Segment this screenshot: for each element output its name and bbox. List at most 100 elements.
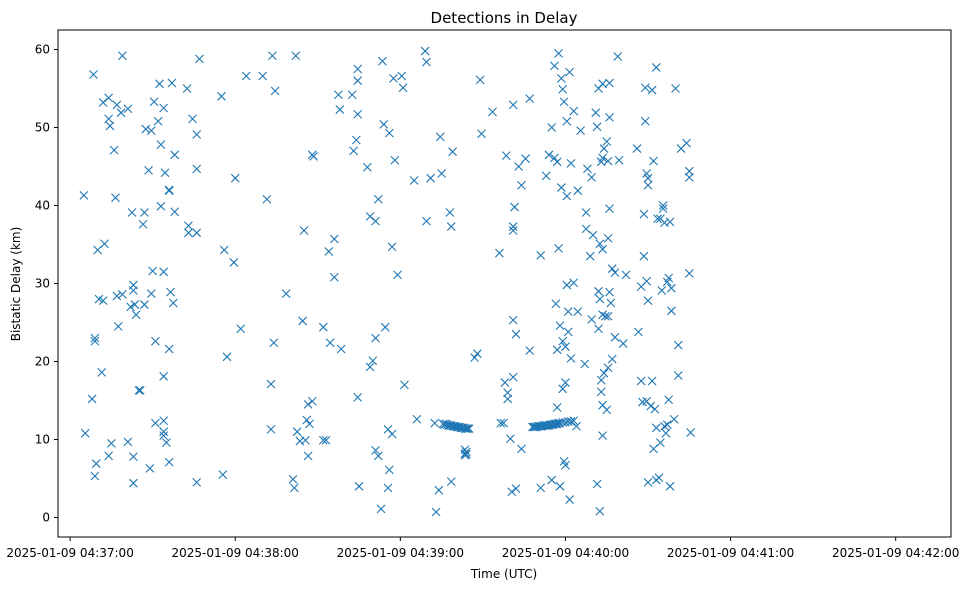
data-point <box>130 300 140 309</box>
data-point <box>552 157 562 167</box>
data-points <box>79 46 696 517</box>
data-point <box>373 451 383 461</box>
data-point <box>148 266 158 276</box>
data-point <box>182 84 192 93</box>
data-point <box>90 336 100 346</box>
data-point <box>164 186 174 196</box>
data-point <box>536 483 546 493</box>
data-point <box>651 423 661 433</box>
data-point <box>592 122 602 132</box>
data-point <box>420 46 430 56</box>
data-point <box>409 176 419 185</box>
data-point <box>135 385 145 395</box>
x-axis: 2025-01-09 04:37:00 2025-01-09 04:38:00 20… <box>6 537 959 560</box>
data-point <box>583 164 592 174</box>
data-point <box>554 244 563 253</box>
data-point <box>573 186 583 196</box>
data-point <box>303 451 313 461</box>
data-point <box>686 428 696 437</box>
data-point <box>307 396 317 406</box>
data-point <box>89 70 98 79</box>
data-point <box>621 270 631 280</box>
data-point <box>599 144 609 153</box>
y-axis-label: Bistatic Delay (km) <box>9 227 23 342</box>
data-point <box>134 385 144 395</box>
data-point <box>318 322 328 332</box>
data-point <box>105 121 115 131</box>
data-point <box>106 439 116 448</box>
data-point <box>168 298 178 308</box>
data-point <box>353 109 363 119</box>
data-point <box>598 153 607 163</box>
data-point <box>561 342 570 352</box>
data-point <box>594 286 603 296</box>
data-point <box>607 264 617 274</box>
data-point <box>290 483 299 493</box>
data-point <box>473 349 482 359</box>
data-point <box>431 507 441 517</box>
data-point <box>98 296 108 306</box>
data-point <box>156 140 166 150</box>
data-point <box>170 150 180 160</box>
data-point <box>129 452 138 462</box>
data-point <box>188 114 197 124</box>
data-point <box>111 193 120 203</box>
data-point <box>347 90 357 100</box>
data-point <box>371 333 380 343</box>
data-point <box>218 470 228 479</box>
data-point <box>378 56 387 66</box>
data-point <box>639 209 649 219</box>
data-point <box>647 85 657 95</box>
data-point <box>146 289 156 299</box>
y-tick-label: 0 <box>42 511 50 525</box>
data-point <box>667 283 676 293</box>
data-point <box>610 268 620 277</box>
data-point <box>632 144 642 153</box>
data-point <box>91 459 101 469</box>
data-point <box>159 431 169 440</box>
data-point <box>335 105 345 114</box>
data-point <box>437 169 447 178</box>
data-point <box>80 428 90 438</box>
data-point <box>556 73 566 83</box>
data-point <box>422 216 431 226</box>
data-point <box>665 481 675 491</box>
data-point <box>646 401 656 411</box>
data-point <box>555 321 565 331</box>
data-point <box>554 49 563 58</box>
data-point <box>573 307 583 316</box>
data-point <box>301 435 310 445</box>
data-point <box>525 346 535 355</box>
data-point <box>164 185 174 195</box>
data-point <box>446 222 456 231</box>
data-point <box>387 429 397 439</box>
data-point <box>511 484 521 494</box>
data-point <box>671 84 680 93</box>
data-point <box>660 421 669 431</box>
data-point <box>353 392 363 402</box>
data-point <box>140 208 149 217</box>
y-axis: 0 10 20 30 40 50 60 <box>35 43 58 525</box>
data-point <box>164 457 174 467</box>
data-point <box>159 267 169 277</box>
data-point <box>653 214 663 224</box>
data-point <box>661 428 671 438</box>
data-point <box>613 52 623 61</box>
data-point <box>116 108 126 118</box>
data-point <box>587 173 596 182</box>
data-point <box>562 191 572 201</box>
data-point <box>563 307 573 316</box>
data-point <box>412 414 422 424</box>
data-point <box>184 228 193 238</box>
data-point <box>104 93 114 103</box>
data-point <box>605 287 614 297</box>
data-point <box>684 166 694 176</box>
data-point <box>104 114 114 124</box>
data-point <box>159 427 169 437</box>
data-point <box>464 424 474 433</box>
data-point <box>192 478 202 487</box>
data-point <box>643 180 653 190</box>
data-point <box>398 83 408 93</box>
data-point <box>603 156 613 166</box>
data-point <box>309 151 319 161</box>
